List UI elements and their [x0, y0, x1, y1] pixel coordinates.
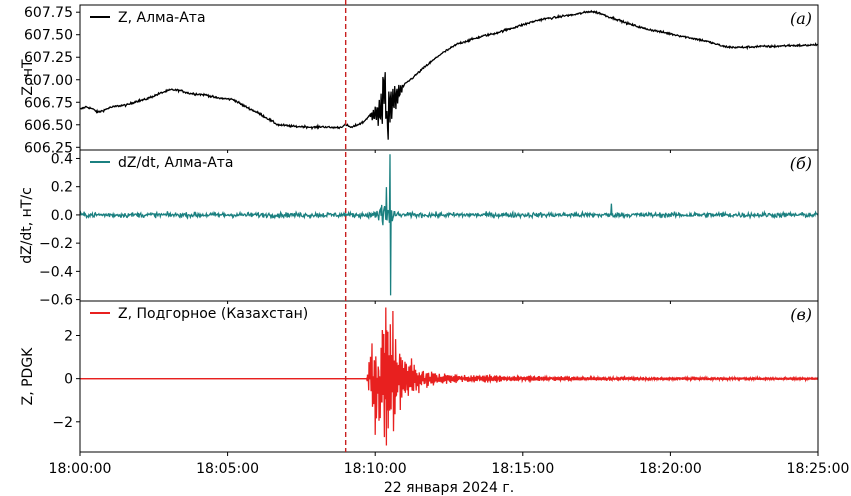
x-tick-label: 18:00:00 — [49, 461, 112, 477]
y-tick-label: −0.6 — [39, 293, 73, 309]
y-tick-label: 606.50 — [24, 118, 73, 134]
y-tick-label: 607.50 — [24, 28, 73, 44]
y-tick-label: 607.25 — [24, 50, 73, 66]
y-tick-label: −0.2 — [39, 236, 73, 252]
y-axis-label: dZ/dt, нТ/с — [19, 187, 35, 264]
y-tick-label: 607.75 — [24, 5, 73, 21]
x-tick-label: 18:05:00 — [196, 461, 259, 477]
x-tick-label: 18:10:00 — [344, 461, 407, 477]
panel-label: (в) — [790, 305, 812, 324]
y-axis-label: Z, нТ — [20, 59, 36, 96]
y-tick-label: −2 — [52, 415, 73, 431]
series-line — [80, 307, 818, 446]
plot-frame — [79, 4, 819, 151]
panel-label: (б) — [790, 154, 812, 173]
y-tick-label: 0.0 — [51, 208, 73, 224]
series-line — [80, 154, 818, 296]
series-line — [80, 9, 818, 140]
y-tick-label: 2 — [64, 329, 73, 345]
panel-3: 2 0 −2 Z, PDGK Z, Подгорное (Казахстан) (в) — [20, 300, 819, 456]
x-axis-label: 22 января 2024 г. — [384, 480, 514, 496]
y-tick-label: 606.75 — [24, 95, 73, 111]
y-tick-label: −0.4 — [39, 264, 73, 280]
plot-frame — [79, 300, 819, 453]
y-tick-label: 0.2 — [51, 180, 73, 196]
x-tick-label: 18:15:00 — [491, 461, 554, 477]
y-tick-label: 606.25 — [24, 140, 73, 156]
y-tick-label: 0.4 — [51, 151, 73, 167]
panel-1: 607.75 607.50 607.25 607.00 606.75 606.50 606.… — [20, 4, 819, 156]
panel-label: (а) — [790, 9, 812, 28]
plot-frame — [79, 149, 819, 302]
y-tick-label: 607.00 — [24, 73, 73, 89]
legend-label: Z, Подгорное (Казахстан) — [118, 306, 308, 322]
legend-label: dZ/dt, Алма-Ата — [118, 155, 234, 171]
x-tick-label: 18:20:00 — [639, 461, 702, 477]
y-axis-label: Z, PDGK — [20, 347, 36, 406]
x-tick-label: 18:25:00 — [787, 461, 850, 477]
y-tick-label: 0 — [64, 372, 73, 388]
panel-2: 0.4 0.2 0.0 −0.2 −0.4 −0.6 dZ/dt, нТ/с dZ/dt, А… — [19, 149, 819, 309]
legend-label: Z, Алма-Ата — [118, 10, 206, 26]
